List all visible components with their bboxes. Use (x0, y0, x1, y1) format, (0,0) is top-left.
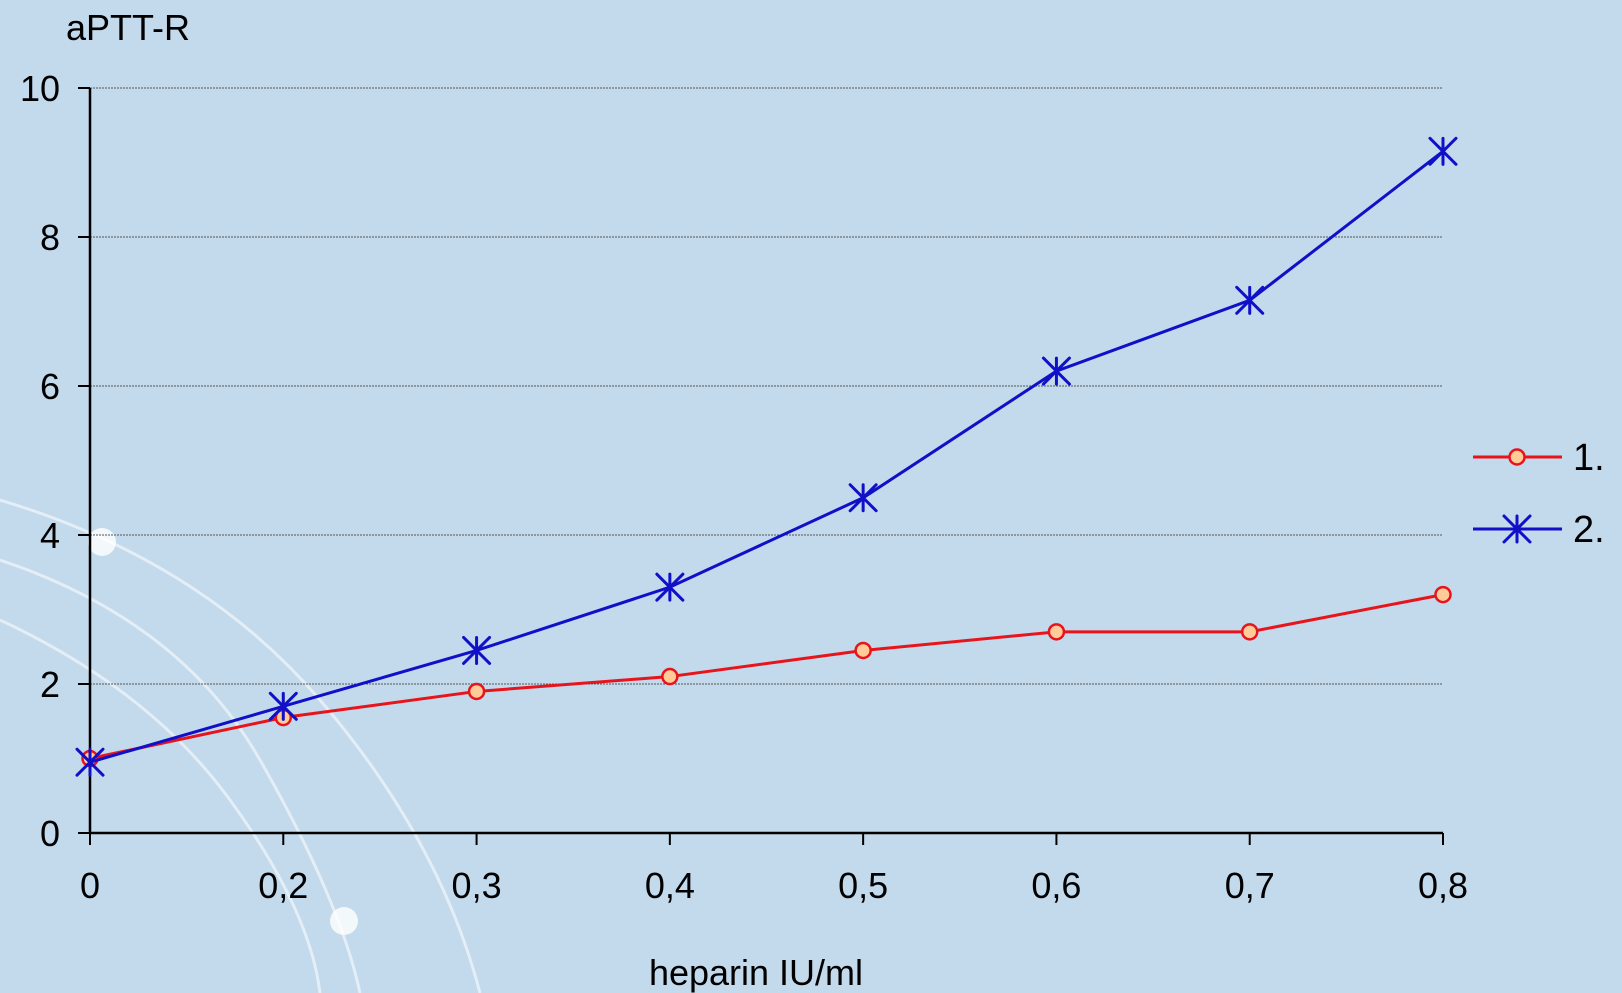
legend-item-1: 1. (1473, 437, 1605, 479)
x-tick-label: 0,4 (645, 865, 695, 906)
data-point-asterisk (1041, 356, 1071, 386)
series-layer (75, 136, 1458, 777)
gridlines (90, 87, 1443, 685)
data-point-asterisk (268, 691, 298, 721)
data-point-asterisk (1502, 514, 1532, 544)
data-point-asterisk (462, 635, 492, 665)
axes (88, 88, 1443, 835)
data-point-circle (1434, 585, 1452, 604)
y-tick-label: 0 (40, 813, 60, 854)
legend-label: 2. (1573, 509, 1605, 551)
data-point-asterisk (1235, 285, 1265, 315)
x-tick-label: 0 (80, 865, 100, 906)
data-point-circle (1508, 448, 1526, 466)
data-point-asterisk (655, 572, 685, 602)
x-tick-label: 0,3 (452, 865, 502, 906)
y-axis-title: aPTT-R (66, 7, 190, 48)
legend-item-2: 2. (1473, 509, 1605, 551)
y-tick-label: 6 (40, 366, 60, 407)
background-dot (88, 528, 116, 556)
background-dot (330, 907, 358, 935)
data-point-circle (661, 667, 679, 686)
series-2 (75, 136, 1458, 777)
data-point-circle (1240, 623, 1259, 641)
y-tick-label: 2 (40, 664, 60, 705)
y-tick-label: 4 (40, 515, 60, 556)
series-1 (81, 585, 1452, 768)
y-axis-ticks: 0 2 4 6 8 10 (20, 68, 90, 854)
y-tick-label: 8 (40, 217, 60, 258)
x-tick-label: 0,6 (1031, 865, 1081, 906)
data-point-asterisk (75, 747, 105, 777)
legend-label: 1. (1573, 437, 1605, 479)
x-axis-ticks: 0 0,2 0,3 0,4 0,5 0,6 0,7 0,8 (80, 833, 1468, 906)
x-axis-title: heparin IU/ml (649, 952, 863, 993)
background-decoration (0, 498, 482, 993)
x-tick-label: 0,7 (1225, 865, 1275, 906)
series-line (89, 593, 1444, 760)
legend: 1. 2. (1473, 437, 1605, 551)
x-tick-label: 0,2 (258, 865, 308, 906)
data-point-circle (467, 682, 486, 701)
x-tick-label: 0,5 (838, 865, 888, 906)
series-line (89, 150, 1444, 764)
data-point-asterisk (1428, 136, 1458, 166)
data-point-circle (854, 641, 872, 660)
y-tick-label: 10 (20, 68, 60, 109)
x-tick-label: 0,8 (1418, 865, 1468, 906)
data-point-circle (1047, 623, 1066, 641)
data-point-asterisk (848, 483, 878, 513)
